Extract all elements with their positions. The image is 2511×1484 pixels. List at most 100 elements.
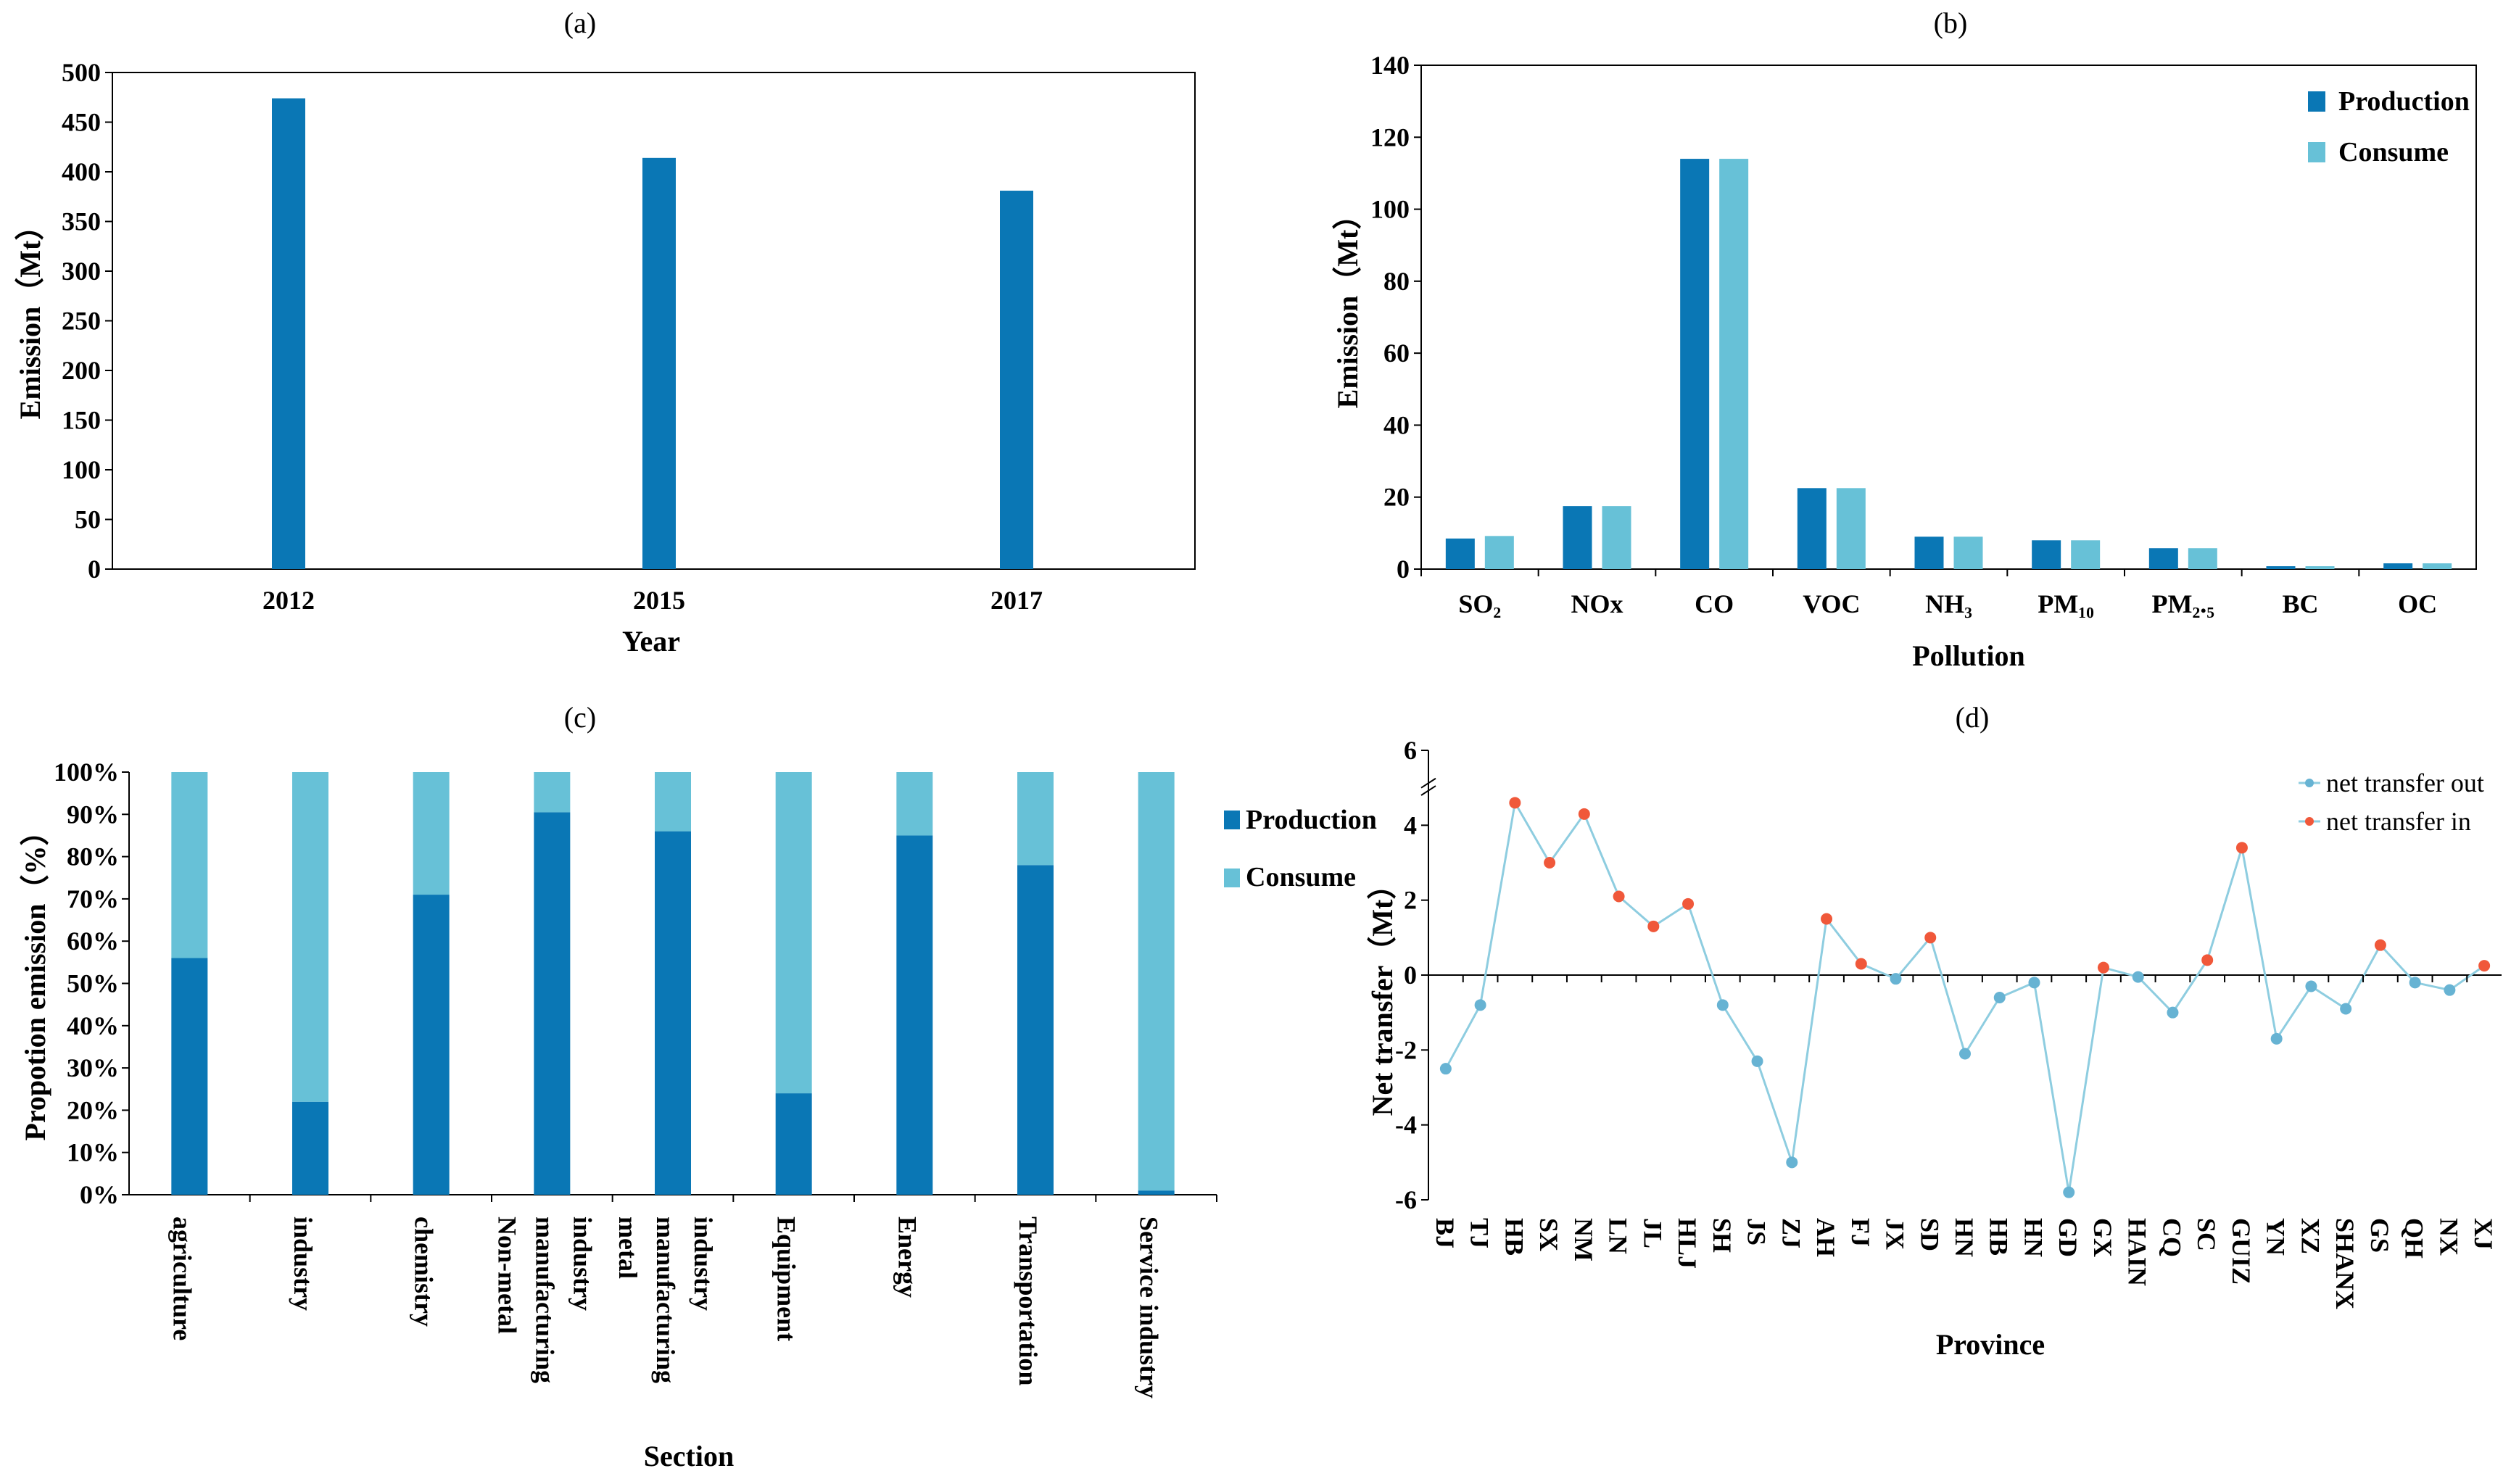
c-bar-production [534,812,571,1195]
a-ytick-label: 350 [62,207,101,236]
c-ytick-label: 40% [67,1011,119,1040]
d-ytick-label: -6 [1395,1185,1417,1214]
b-bar-production [1797,488,1827,569]
d-xtick-label: YN [2262,1218,2291,1256]
a-ytick-label: 400 [62,157,101,186]
panel-a-xlabel: Year [622,625,680,658]
b-xtick-label: OC [2398,589,2437,618]
d-xtick-label: HN [2019,1218,2048,1257]
c-xtick-label: industry [289,1216,318,1311]
c-xtick-label: Energy [893,1216,922,1298]
b-xtick-label: CO [1695,589,1734,618]
legend-net-out-label: net transfer out [2326,768,2484,797]
c-bar-consume [1017,772,1054,866]
d-ytick-label: 0 [1404,961,1417,990]
c-xtick-label: agriculture [167,1216,197,1340]
d-xtick-label: JL [1638,1218,1667,1248]
c-ytick-label: 80% [67,842,119,871]
c-bar-production [171,958,208,1195]
d-point-net-in [2478,960,2491,972]
d-xtick-label: HLJ [1673,1218,1702,1269]
a-ytick-label: 300 [62,257,101,286]
d-point-net-out [1993,992,2006,1003]
b-bar-production [1563,506,1592,569]
c-ytick-label: 30% [67,1053,119,1082]
c-bar-consume [292,772,328,1102]
b-bar-production [2266,566,2296,569]
panel-d-xlabel: Province [1936,1328,2045,1361]
c-ytick-label: 10% [67,1138,119,1167]
c-ytick-label: 70% [67,884,119,913]
panel-c-title: (c) [564,701,596,734]
legend-consume-label: Consume [2338,137,2449,167]
b-xtick-label: NH₃ [1925,589,1972,618]
a-xtick-label: 2012 [262,586,315,615]
d-point-net-out [2444,984,2456,996]
c-ytick-label: 90% [67,800,119,829]
d-xtick-label: FJ [1846,1218,1875,1247]
c-xtick-label: Equipment [772,1216,801,1341]
panel-c-plot: 0% 10% 20% 30% 40% 50% 60% 70% 80% 90% 100% agricul… [54,758,1217,1398]
d-point-net-in [1682,898,1695,910]
c-xtick-label: Transportation [1014,1216,1043,1385]
panel-d-ylabel: Net transfer（Mt） [1366,871,1399,1116]
d-xtick-label: XJ [2469,1218,2498,1250]
a-xtick-label: 2017 [990,586,1043,615]
d-point-net-out [1751,1055,1763,1067]
b-xtick-label: PM₂.₅ [2152,589,2215,618]
b-bar-production [1445,538,1475,569]
d-point-net-in [1821,913,1833,925]
b-xtick-label: PM₁₀ [2038,589,2094,618]
b-ytick-label: 40 [1383,410,1410,439]
panel-a-title: (a) [564,7,596,39]
d-xtick-label: SHANX [2330,1218,2359,1309]
b-bar-consume [1719,159,1749,570]
b-bar-consume [2305,566,2335,569]
d-point-net-in [1613,890,1625,903]
d-xtick-label: SX [1534,1218,1563,1251]
d-xtick-label: HN [1950,1218,1979,1257]
d-xtick-label: AH [1811,1218,1840,1257]
legend-c-production-swatch [1224,811,1240,829]
b-ytick-label: 60 [1383,339,1410,368]
d-xtick-label: SH [1708,1218,1737,1253]
c-xtick-label: Non-metal [492,1216,521,1334]
d-series-line [1444,799,2485,1193]
d-axis-break-mark [1420,777,1436,789]
c-bar-production [655,831,691,1195]
a-ytick-label: 450 [62,108,101,137]
d-point-net-in [2097,961,2109,974]
b-bar-consume [1953,536,1983,569]
d-xtick-label: GUIZ [2227,1218,2256,1285]
d-ytick-label: 6 [1404,736,1417,765]
legend-net-in-marker [2305,817,2314,826]
d-point-net-in [1509,797,1521,809]
c-ytick-label: 60% [67,927,119,956]
d-point-net-in [1855,958,1867,970]
b-xtick-label: BC [2282,589,2318,618]
a-ytick-label: 50 [75,505,101,534]
panel-b-plot: 0 20 40 60 80 100 120 140 SO₂ NOx CO VOC NH₃ PM₁₀ PM₂.… [1370,51,2477,618]
legend-net-out-marker [2305,779,2314,787]
c-ytick-label: 50% [67,969,119,998]
d-point-net-in [1924,932,1937,944]
d-ytick-label: -2 [1395,1035,1417,1064]
c-bar-consume [413,772,450,895]
b-ytick-label: 100 [1370,195,1410,224]
panel-a-emission-by-year: (a) Year Emission（Mt） 0 50 100 150 200 250 300… [14,7,1196,658]
d-point-net-out [1716,999,1729,1011]
d-point-net-in [1578,808,1590,820]
d-xtick-label: GD [2053,1218,2082,1257]
d-point-net-out [1959,1048,1971,1060]
c-bar-consume [534,772,571,813]
d-xtick-label: SC [2192,1218,2221,1251]
d-xtick-label: HAIN [2123,1218,2152,1286]
b-bar-consume [1602,506,1631,569]
d-point-net-out [2132,971,2144,983]
legend-net-in-label: net transfer in [2326,807,2471,836]
d-axis-break-mark [1420,785,1436,796]
c-bar-consume [896,772,933,836]
d-ytick-label: 2 [1404,886,1417,915]
